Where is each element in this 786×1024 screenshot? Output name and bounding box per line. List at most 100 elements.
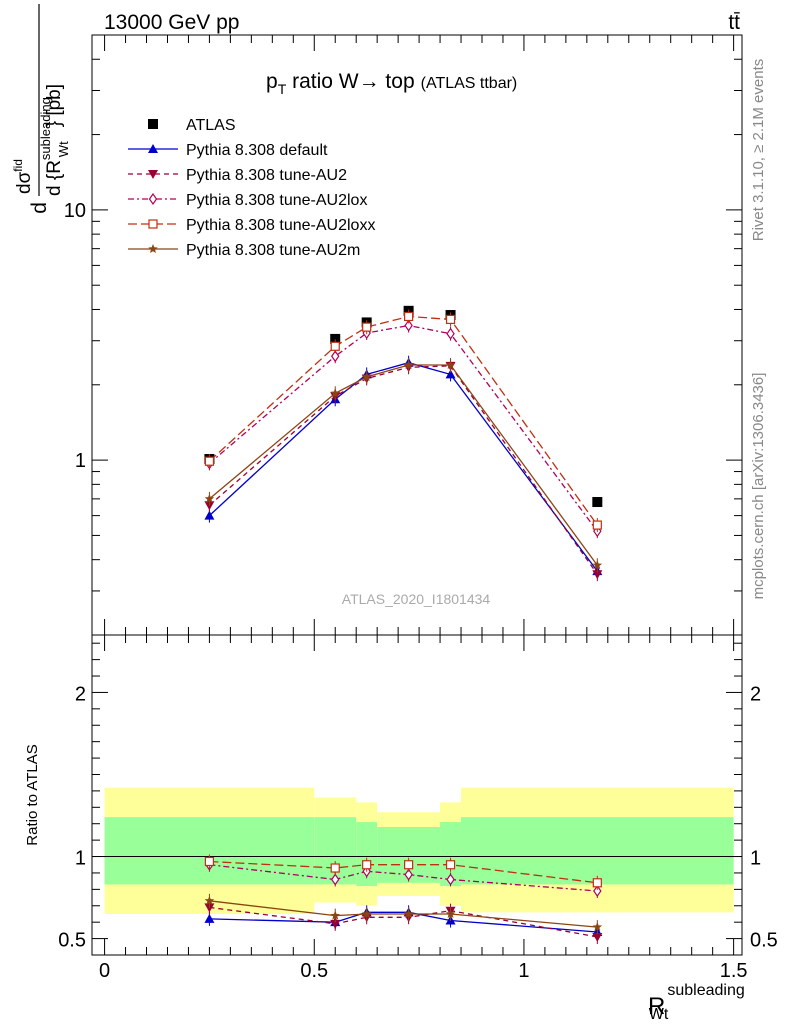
main-axis-ticks: 1 10 [64,34,742,636]
series-line [208,362,598,572]
ratio-data-point [445,860,456,870]
y-label-den-text: d {R [44,160,65,196]
ratio-series-pythia-8-308-tune-au2m [204,893,603,935]
green-band [104,817,315,885]
data-point [404,311,414,322]
series-line [208,324,598,532]
ratio-y-tick-label-right: 0.5 [750,930,778,952]
ratio-series-line [209,900,598,928]
legend-label: Pythia 8.308 tune-AU2 [186,167,347,184]
series-atlas [204,305,603,508]
ratio-data-point [330,910,340,920]
y-label-dsigma-text: dσ [14,171,35,194]
ratio-y-tick-label-left: 1 [75,848,86,870]
y-label-den-unit: } [pb] [44,84,65,127]
legend-label: Pythia 8.308 tune-AU2lox [186,192,367,209]
ratio-series-group [204,854,603,944]
main-series-group [204,305,603,582]
ratio-data-point [404,868,413,881]
green-band [440,822,462,887]
chart-title-sub: T [278,81,287,97]
mcplots-label: mcplots.cern.ch [arXiv:1306.3436] [750,373,767,600]
ratio-data-point [204,913,215,923]
data-point [361,371,372,381]
ratio-data-point [592,932,603,942]
data-point [592,497,603,508]
ratio-data-point [593,884,602,898]
ratio-y-tick-label-left: 2 [75,683,86,705]
legend-label: Pythia 8.308 tune-AU2m [186,242,360,259]
legend: ATLAS Pythia 8.308 default Pythia 8.308 tu… [128,117,375,259]
ratio-data-point [330,919,341,929]
ratio-y-label: Ratio to ATLAS [24,744,41,845]
rivet-version-label: Rivet 3.1.10, ≥ 2.1M events [750,59,767,242]
series-pythia-8-308-default [204,355,603,579]
data-point [445,314,456,325]
data-point [362,322,372,332]
series-pythia-8-308-tune-au2lox [205,318,602,539]
chart-title-p: p [266,70,278,93]
ratio-y-tick-label-right: 1 [750,848,761,870]
data-point [592,520,602,530]
chart-title-rest: ratio W→ top [286,70,414,93]
data-point [445,369,456,379]
data-point [204,510,215,520]
x-axis-label: Rsubleading Wt [648,982,745,1023]
ratio-data-point [403,908,414,919]
x-label-r: R [648,993,665,1020]
legend-item: Pythia 8.308 tune-AU2lox [128,192,367,209]
ratio-series-line [209,911,598,933]
x-tick-label: 1 [518,960,529,982]
data-point [204,456,215,466]
ratio-data-point [361,908,372,919]
data-point [403,359,414,370]
analysis-id-label: ATLAS_2020_I1801434 [342,591,491,607]
ratio-data-point [592,878,602,888]
series-pythia-8-308-tune-au2loxx [204,309,602,533]
data-point [445,359,456,370]
y-tick-label: 1 [75,450,86,472]
legend-marker [148,219,158,229]
ratio-data-point [204,903,215,913]
x-label-sup: subleading [667,982,744,999]
x-label-sub: Wt [649,1006,669,1023]
x-tick-label: 0.5 [300,960,328,982]
series-pythia-8-308-tune-au2 [204,358,603,582]
data-point [592,570,603,580]
legend-item: Pythia 8.308 tune-AU2 [128,167,347,184]
ratio-data-point [446,873,455,886]
legend-label: Pythia 8.308 default [186,142,328,159]
ratio-bands [104,787,734,914]
ratio-series-pythia-8-308-tune-au2loxx [204,854,602,890]
legend-marker [148,119,158,129]
green-band [461,817,734,885]
green-band [356,822,378,887]
process-label: tt̄ [728,11,740,34]
chart-title-small: (ATLAS ttbar) [421,75,518,92]
ratio-data-point [592,922,603,932]
ratio-y-tick-label-left: 0.5 [58,930,86,952]
series-pythia-8-308-tune-au2m [204,357,603,573]
data-point [330,341,340,351]
legend-item: Pythia 8.308 tune-AU2loxx [128,217,375,234]
data-point [446,327,455,340]
legend-marker [148,192,158,206]
ratio-y-tick-label-right: 2 [750,683,761,705]
series-line [208,315,598,526]
y-label-dsigma: dσfid [11,159,35,194]
energy-label: 13000 GeV pp [104,11,239,34]
y-label-denominator: d {Rsubleading Wt} [pb] [38,84,71,196]
ratio-series-line [209,864,598,892]
y-tick-label: 10 [64,200,86,222]
legend-item: Pythia 8.308 default [128,142,328,159]
series-line [208,364,598,566]
ratio-axis-ticks: 0.5 0.5 1 1 2 2 0 0.5 1 1.5 [58,635,778,982]
legend-marker [148,244,158,254]
ratio-frame [91,634,743,956]
data-point [404,319,413,332]
data-point [204,493,215,503]
ratio-data-point [362,860,372,870]
ratio-data-point [330,863,340,873]
ratio-data-point [204,895,215,905]
